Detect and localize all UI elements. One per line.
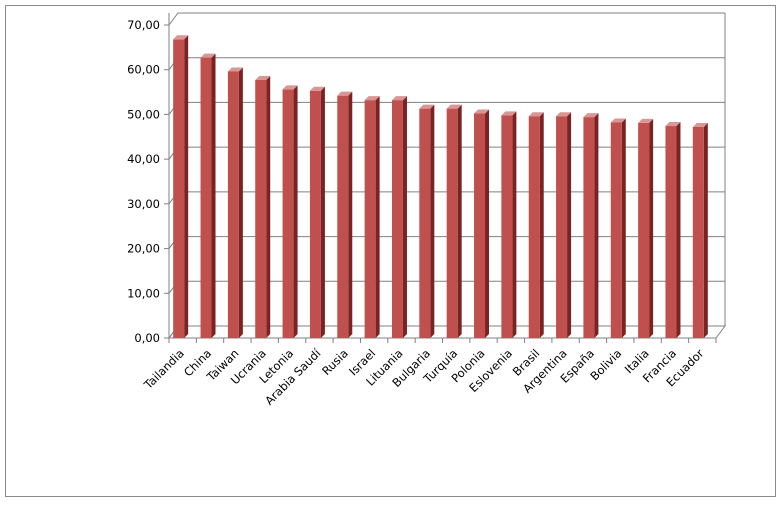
bar [692, 122, 708, 338]
y-tick-label: 0,00 [134, 331, 160, 345]
bar-side [539, 112, 544, 339]
bar-front [391, 100, 403, 339]
bar-side [184, 35, 189, 339]
bar-front [282, 89, 294, 338]
bar-top [227, 67, 243, 72]
bar [583, 113, 599, 339]
bar-front [337, 95, 349, 338]
bar-top [255, 75, 271, 80]
bar-side [430, 104, 435, 338]
bar-side [457, 104, 462, 338]
bar [200, 53, 216, 339]
bar-side [266, 75, 271, 339]
bar-front [638, 122, 650, 338]
y-axis-ticks: 0,00 10,00 20,00 30,00 40,00 50,00 60,00 70,00 [127, 18, 169, 345]
bar-front [364, 100, 376, 339]
bar-top [173, 35, 189, 40]
bar-front [474, 113, 486, 338]
x-tick-label: Rusia [319, 346, 351, 378]
y-tick-label: 40,00 [127, 152, 160, 166]
bar-side [320, 86, 325, 338]
y-tick-label: 20,00 [127, 242, 160, 256]
bar [227, 67, 243, 338]
bar-front [556, 116, 568, 339]
bar-front [665, 126, 677, 338]
bar-side [594, 113, 599, 339]
bar-side [348, 91, 353, 338]
bar-front [227, 71, 239, 338]
bar [610, 118, 626, 338]
bar-side [621, 118, 626, 338]
bar [446, 104, 462, 338]
bar-side [512, 111, 517, 338]
bar-top [638, 118, 654, 123]
bar [364, 96, 380, 339]
bar [501, 111, 517, 338]
bar-side [375, 96, 380, 339]
bar [556, 112, 572, 339]
bar-side [402, 96, 407, 339]
bar-side [649, 118, 654, 338]
bar [309, 86, 325, 338]
bar-top [391, 96, 407, 101]
bar-top [419, 104, 435, 109]
bar [255, 75, 271, 339]
bar-top [556, 112, 572, 117]
bar-front [419, 108, 431, 338]
bar [282, 85, 298, 338]
bar-front [200, 57, 212, 339]
bar [638, 118, 654, 338]
bar-front [446, 108, 458, 338]
bar-top [583, 113, 599, 118]
bar [391, 96, 407, 339]
bar-side [567, 112, 572, 339]
bar [173, 35, 189, 339]
bar-top [337, 91, 353, 96]
bar-top [282, 85, 298, 90]
bar-front [255, 79, 267, 339]
bar-front [692, 126, 704, 338]
bar-side [485, 109, 490, 338]
bar [337, 91, 353, 338]
y-tick-label: 60,00 [127, 63, 160, 77]
gridline [168, 57, 725, 71]
bar-top [200, 53, 216, 58]
y-tick-label: 50,00 [127, 107, 160, 121]
bar-top [474, 109, 490, 114]
bar [528, 112, 544, 339]
y-tick-label: 70,00 [127, 18, 160, 32]
bar-front [610, 122, 622, 338]
bar-side [238, 67, 243, 338]
bar-top [501, 111, 517, 116]
bars [173, 35, 708, 339]
bar-front [583, 117, 595, 339]
bar-front [528, 116, 540, 339]
bar-front [501, 115, 513, 338]
bar [665, 122, 681, 338]
x-axis-labels: TailandiaChinaTaiwanUcraniaLetoniaArabia… [141, 338, 717, 408]
bar-side [293, 85, 298, 338]
y-tick-label: 30,00 [127, 197, 160, 211]
bar [419, 104, 435, 338]
bar-front [173, 39, 185, 339]
bar-side [703, 122, 708, 338]
bar-side [211, 53, 216, 339]
bar-top [610, 118, 626, 123]
bar-top [309, 86, 325, 91]
x-tick-label: Bolivia [587, 346, 624, 383]
bar-top [446, 104, 462, 109]
bar-top [364, 96, 380, 101]
bar-top [665, 122, 681, 127]
bar-side [676, 122, 681, 338]
bar-front [309, 90, 321, 338]
bar [474, 109, 490, 338]
bar-top [692, 122, 708, 127]
gridline [168, 12, 725, 26]
bar-top [528, 112, 544, 117]
y-tick-label: 10,00 [127, 286, 160, 300]
